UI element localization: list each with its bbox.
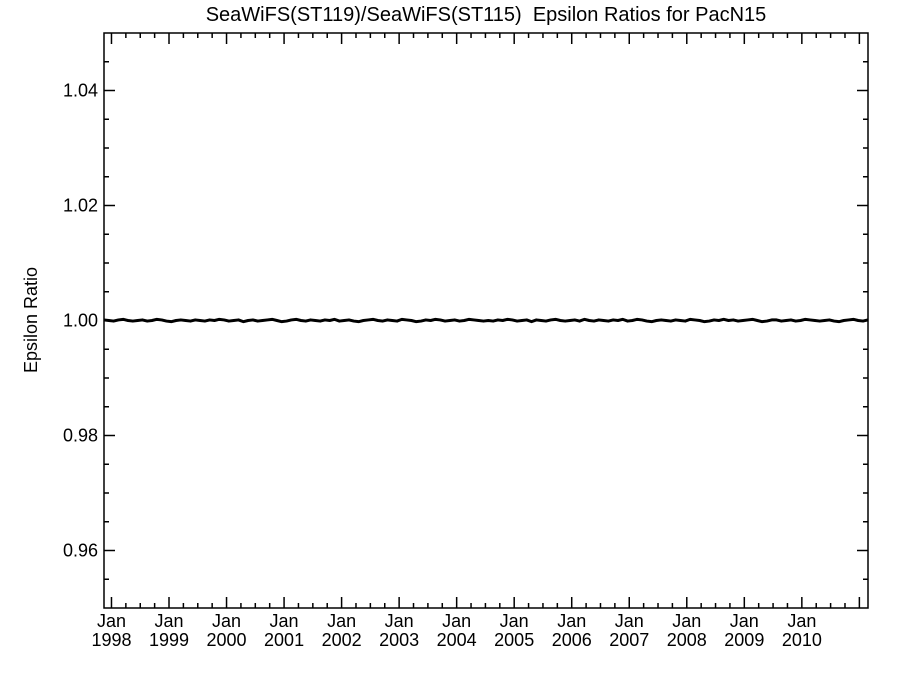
x-tick-label-year: 2008 [667, 630, 707, 650]
plot-area: 0.960.981.001.021.04Jan1998Jan1999Jan200… [63, 32, 869, 650]
x-tick-label-year: 2004 [437, 630, 477, 650]
x-tick-label-month: Jan [327, 611, 356, 631]
x-tick-label-year: 1998 [91, 630, 131, 650]
x-tick-label-year: 2005 [494, 630, 534, 650]
y-tick-label: 1.04 [63, 81, 98, 101]
x-tick-label-year: 2000 [207, 630, 247, 650]
x-tick-label-month: Jan [672, 611, 701, 631]
x-tick-label-month: Jan [730, 611, 759, 631]
chart-title: SeaWiFS(ST119)/SeaWiFS(ST115) Epsilon Ra… [206, 4, 767, 26]
x-tick-label-year: 2009 [724, 630, 764, 650]
data-line-epsilon_ratio [103, 317, 869, 324]
y-tick-label: 1.00 [63, 311, 98, 331]
x-tick-label-year: 2002 [322, 630, 362, 650]
x-tick-label-year: 2003 [379, 630, 419, 650]
y-tick-label: 0.96 [63, 541, 98, 561]
x-tick-label-year: 1999 [149, 630, 189, 650]
y-axis-title: Epsilon Ratio [21, 267, 41, 373]
x-tick-label-year: 2006 [552, 630, 592, 650]
x-tick-label-year: 2001 [264, 630, 304, 650]
x-tick-label-month: Jan [442, 611, 471, 631]
x-tick-label-month: Jan [787, 611, 816, 631]
x-tick-label-year: 2007 [609, 630, 649, 650]
y-tick-label: 0.98 [63, 426, 98, 446]
x-tick-label-month: Jan [385, 611, 414, 631]
x-tick-label-year: 2010 [782, 630, 822, 650]
x-tick-label-month: Jan [154, 611, 183, 631]
x-tick-label-month: Jan [557, 611, 586, 631]
x-tick-label-month: Jan [97, 611, 126, 631]
x-tick-label-month: Jan [270, 611, 299, 631]
x-tick-label-month: Jan [500, 611, 529, 631]
x-tick-label-month: Jan [615, 611, 644, 631]
x-tick-label-month: Jan [212, 611, 241, 631]
y-tick-label: 1.02 [63, 196, 98, 216]
